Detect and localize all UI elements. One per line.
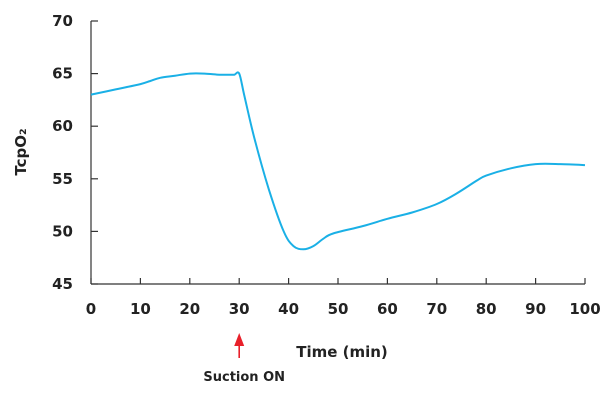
y-tick-label: 45	[52, 275, 73, 293]
y-tick-label: 50	[52, 222, 73, 240]
y-tick-label: 70	[52, 12, 73, 30]
y-tick-label: 60	[52, 117, 73, 135]
x-tick-label: 90	[525, 300, 546, 318]
x-tick-label: 30	[229, 300, 250, 318]
x-tick-label: 50	[328, 300, 349, 318]
suction-label: Suction ON	[203, 370, 285, 385]
series-line	[90, 71, 586, 251]
plot-area: 45 50 55 60 65 70 0 10 20 30 40 50 60 70 80 90 100	[52, 12, 601, 318]
x-tick-label: 80	[476, 300, 497, 318]
y-axis-ticks: 45 50 55 60 65 70	[52, 12, 98, 293]
suction-annotation: Suction ON	[203, 333, 285, 385]
x-tick-label: 100	[569, 300, 600, 318]
x-tick-label: 10	[130, 300, 151, 318]
x-axis-title: Time (min)	[296, 343, 388, 361]
y-axis-title: TcpO₂	[12, 128, 30, 175]
y-tick-label: 65	[52, 65, 73, 83]
x-axis-ticks: 0 10 20 30 40 50 60 70 80 90 100	[86, 278, 601, 318]
y-tick-label: 55	[52, 170, 73, 188]
x-tick-label: 20	[179, 300, 200, 318]
x-tick-label: 60	[377, 300, 398, 318]
x-tick-label: 70	[426, 300, 447, 318]
suction-arrow-head	[234, 333, 245, 346]
x-tick-label: 40	[278, 300, 299, 318]
x-tick-label: 0	[86, 300, 96, 318]
